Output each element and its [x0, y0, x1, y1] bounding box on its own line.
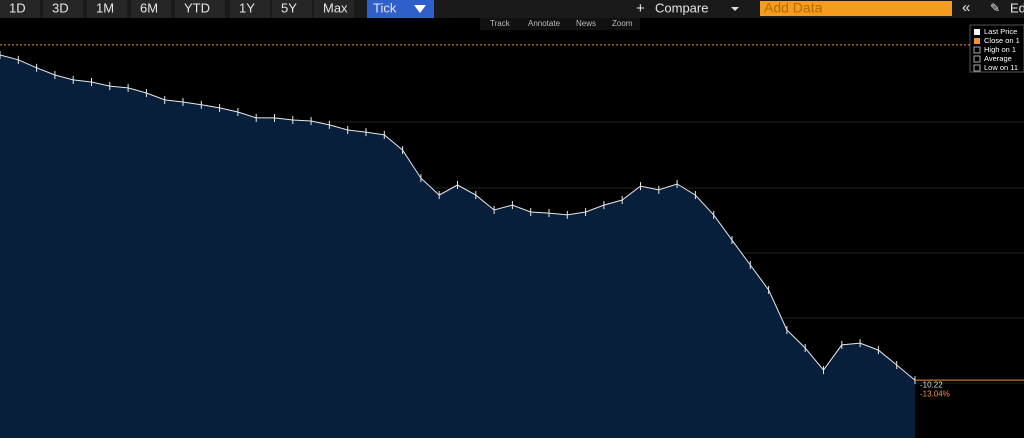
edit-button[interactable]: Ed [1010, 0, 1024, 15]
range-label[interactable]: 3D [52, 0, 69, 15]
mode-label[interactable]: Tick [373, 0, 397, 15]
range-button[interactable] [43, 0, 83, 18]
range-label[interactable]: 6M [140, 0, 158, 15]
range-button[interactable] [272, 0, 312, 18]
legend-label: Low on 11 [984, 63, 1018, 72]
plus-icon: + [636, 0, 645, 17]
price-line [0, 54, 916, 381]
last-change-label: -13.04% [920, 389, 950, 398]
tool-bar [480, 18, 640, 30]
tool-button[interactable]: Annotate [528, 19, 561, 28]
add-data-input[interactable] [760, 1, 952, 16]
range-label[interactable]: 5Y [281, 0, 297, 15]
legend-label: Close on 1 [984, 36, 1020, 45]
tick-button[interactable] [367, 0, 434, 18]
range-button[interactable] [0, 0, 40, 18]
range-button[interactable] [230, 0, 270, 18]
range-button[interactable] [131, 0, 171, 18]
range-label[interactable]: 1D [9, 0, 26, 15]
add-data-placeholder: Add Data [764, 0, 823, 16]
collapse-button[interactable]: « [962, 0, 970, 16]
last-price-label: -10.22 [920, 380, 943, 389]
price-area [0, 55, 915, 438]
legend-label: Last Price [984, 27, 1017, 36]
legend-swatch [973, 55, 981, 63]
compare-button[interactable]: Compare [655, 0, 708, 15]
tool-button[interactable]: News [576, 19, 596, 28]
range-label[interactable]: 1M [96, 0, 114, 15]
legend-swatch [973, 64, 981, 72]
range-label[interactable]: YTD [184, 0, 210, 15]
range-button[interactable] [314, 0, 354, 18]
legend-label: High on 1 [984, 45, 1016, 54]
range-label[interactable]: 1Y [239, 0, 255, 15]
legend-label: Average [984, 54, 1012, 63]
compare-arrow [731, 7, 739, 11]
tool-button[interactable]: Zoom [612, 19, 633, 28]
legend-swatch [974, 38, 980, 44]
range-button[interactable] [175, 0, 225, 18]
legend-swatch [974, 29, 980, 35]
dropdown-icon [414, 5, 426, 13]
range-label[interactable]: Max [323, 0, 348, 15]
edit-icon: ✎ [990, 1, 1000, 15]
tool-button[interactable]: Track [490, 19, 511, 28]
legend-swatch [973, 46, 981, 54]
range-button[interactable] [87, 0, 127, 18]
